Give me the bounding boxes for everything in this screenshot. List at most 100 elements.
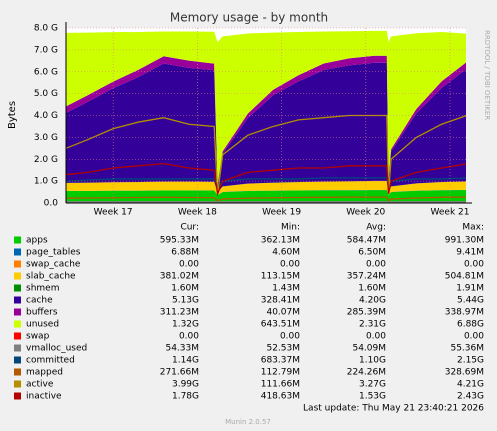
- x-tick-label: Week 20: [346, 208, 385, 218]
- legend-value: 112.79M: [261, 368, 300, 378]
- legend-label: mapped: [26, 368, 63, 378]
- legend-label: committed: [26, 356, 75, 366]
- x-tick-label: Week 21: [431, 208, 470, 218]
- legend-value: 2.31G: [359, 320, 386, 330]
- legend-header: Avg:: [366, 223, 386, 233]
- legend-value: 111.66M: [261, 380, 300, 390]
- legend-value: 328.69M: [445, 368, 484, 378]
- legend-value: 3.99G: [172, 380, 199, 390]
- legend-value: 9.41M: [456, 248, 484, 258]
- legend-value: 362.13M: [261, 236, 300, 246]
- legend-swatch: [14, 308, 21, 316]
- line: [65, 196, 467, 202]
- legend-value: 5.13G: [172, 296, 199, 306]
- legend-value: 0.00: [366, 332, 386, 342]
- legend-value: 418.63M: [261, 392, 300, 402]
- legend-value: 2.15G: [457, 356, 484, 366]
- legend-swatch: [14, 344, 21, 352]
- legend-value: 1.32G: [172, 320, 199, 330]
- legend-value: 6.50M: [358, 248, 386, 258]
- legend-label: unused: [26, 320, 59, 330]
- legend-value: 4.60M: [272, 248, 300, 258]
- legend-value: 584.47M: [347, 236, 386, 246]
- x-tick-label: Week 18: [178, 208, 217, 218]
- legend-value: 55.36M: [450, 344, 484, 354]
- legend-label: buffers: [26, 308, 58, 318]
- legend-swatch: [14, 368, 21, 376]
- legend-label: apps: [26, 236, 48, 246]
- legend-value: 4.20G: [359, 296, 386, 306]
- legend-value: 6.88G: [457, 320, 484, 330]
- y-tick-label: 3.0 G: [34, 133, 58, 143]
- legend-value: 1.43M: [272, 284, 300, 294]
- legend-swatch: [14, 260, 21, 268]
- legend-header: Min:: [281, 223, 300, 233]
- y-tick-label: 1.0 G: [34, 177, 58, 187]
- side-text: RRDTOOL / TOBI OETIKER: [483, 30, 491, 120]
- y-tick-label: 2.0 G: [34, 155, 58, 165]
- legend-value: 1.78G: [172, 392, 199, 402]
- legend-value: 113.15M: [261, 272, 300, 282]
- y-axis-label: Bytes: [7, 101, 18, 129]
- legend-swatch: [14, 236, 21, 244]
- legend-value: 1.10G: [359, 356, 386, 366]
- legend-swatch: [14, 272, 21, 280]
- legend-value: 683.37M: [261, 356, 300, 366]
- footer: Munin 2.0.57: [225, 418, 271, 426]
- legend-swatch: [14, 392, 21, 400]
- legend-swatch: [14, 320, 21, 328]
- y-tick-label: 6.0 G: [34, 67, 58, 77]
- legend-value: 1.60M: [358, 284, 386, 294]
- legend-value: 271.66M: [160, 368, 199, 378]
- legend-value: 4.21G: [457, 380, 484, 390]
- legend-value: 0.00: [464, 332, 484, 342]
- x-tick-label: Week 19: [262, 208, 301, 218]
- legend-value: 0.00: [179, 260, 199, 270]
- legend-value: 1.53G: [359, 392, 386, 402]
- legend-value: 991.30M: [445, 236, 484, 246]
- legend-label: swap: [26, 332, 50, 342]
- legend-value: 0.00: [280, 332, 300, 342]
- area: [66, 62, 466, 193]
- line: [65, 114, 467, 195]
- legend-value: 0.00: [366, 260, 386, 270]
- y-tick-label: 8.0 G: [34, 24, 58, 34]
- legend-value: 595.33M: [160, 236, 199, 246]
- legend-value: 381.02M: [160, 272, 199, 282]
- y-tick-label: 4.0 G: [34, 111, 58, 121]
- legend-value: 54.33M: [165, 344, 199, 354]
- legend-label: slab_cache: [26, 272, 76, 282]
- area: [66, 30, 466, 185]
- legend-swatch: [14, 248, 21, 256]
- legend-swatch: [14, 284, 21, 292]
- last-update: Last update: Thu May 21 23:40:21 2026: [303, 404, 484, 414]
- legend-label: page_tables: [26, 248, 81, 258]
- legend-swatch: [14, 296, 21, 304]
- legend-label: vmalloc_used: [26, 344, 87, 354]
- legend-value: 1.91M: [456, 284, 484, 294]
- legend-value: 1.14G: [172, 356, 199, 366]
- legend-value: 0.00: [280, 260, 300, 270]
- legend-value: 0.00: [179, 332, 199, 342]
- legend-swatch: [14, 356, 21, 364]
- legend-value: 3.27G: [359, 380, 386, 390]
- legend-value: 40.07M: [266, 308, 300, 318]
- legend-swatch: [14, 380, 21, 388]
- legend-value: 311.23M: [160, 308, 199, 318]
- legend-value: 52.53M: [266, 344, 300, 354]
- legend-header: Max:: [462, 223, 484, 233]
- legend-label: inactive: [26, 392, 62, 402]
- legend-label: shmem: [26, 284, 59, 294]
- x-tick-label: Week 17: [94, 208, 133, 218]
- legend-value: 0.00: [464, 260, 484, 270]
- legend-label: swap_cache: [26, 260, 81, 270]
- legend-label: cache: [26, 296, 53, 306]
- legend-swatch: [14, 332, 21, 340]
- legend-value: 5.44G: [457, 296, 484, 306]
- legend-header: Cur:: [180, 223, 199, 233]
- line: [65, 162, 467, 197]
- y-tick-label: 7.0 G: [34, 45, 58, 55]
- legend-value: 504.81M: [445, 272, 484, 282]
- legend-value: 1.60M: [171, 284, 199, 294]
